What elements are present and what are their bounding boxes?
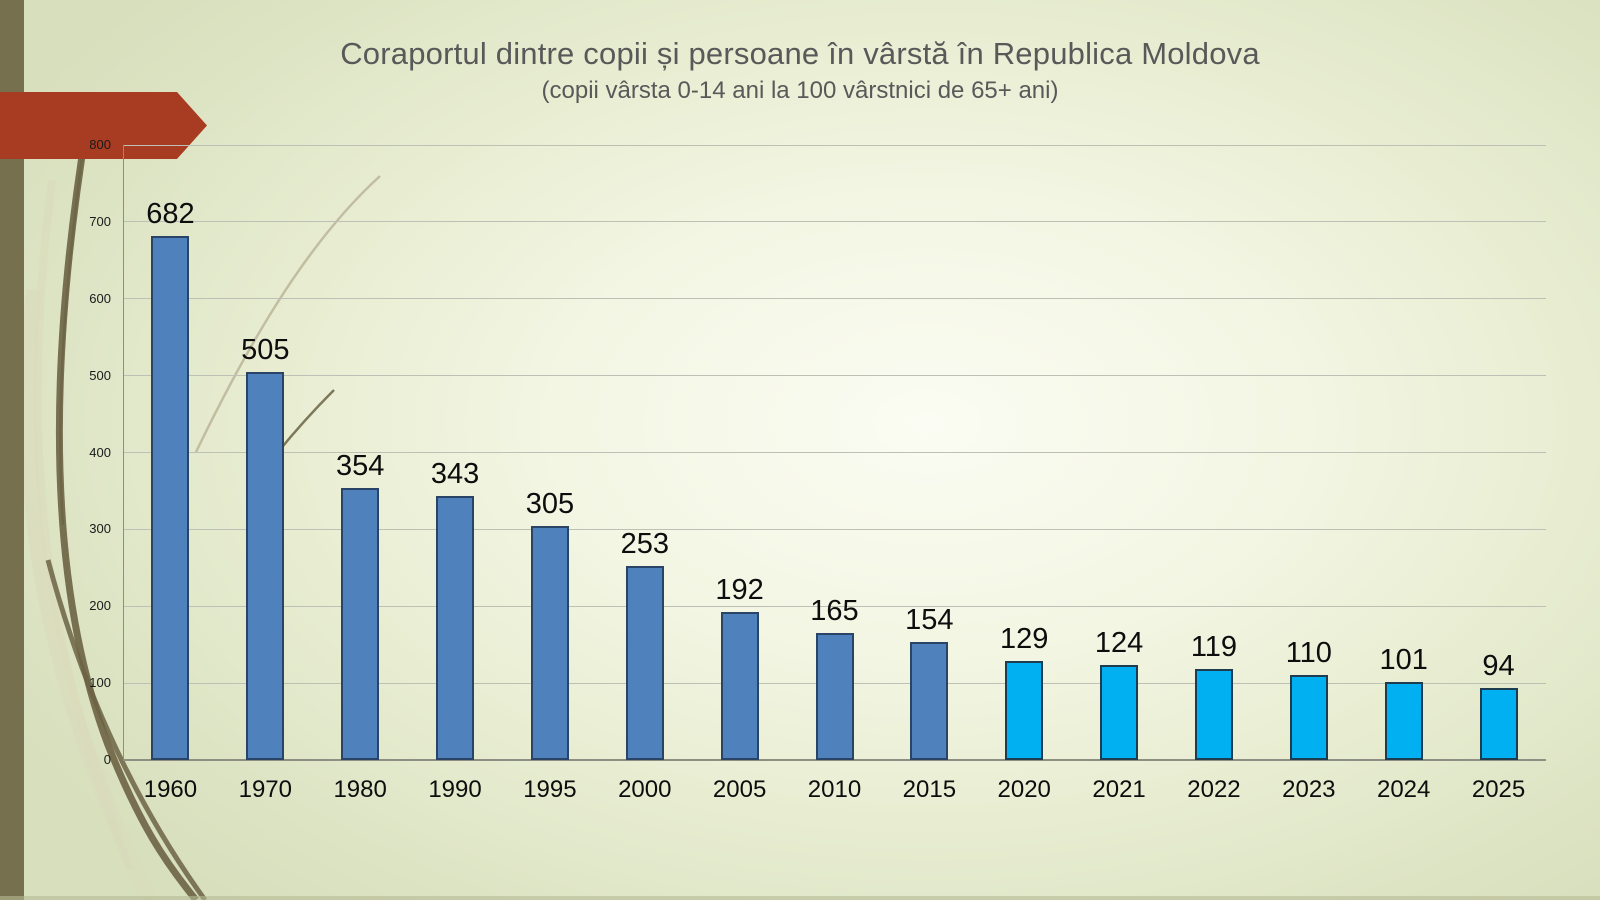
x-axis-label: 2015 (902, 776, 957, 803)
x-axis-label: 1960 (143, 776, 198, 803)
bar-2000 (625, 566, 664, 760)
y-axis-tick-label: 400 (89, 444, 111, 460)
x-axis-label: 2024 (1376, 776, 1431, 803)
gridline-200 (123, 605, 1546, 607)
bar-2010 (815, 633, 854, 760)
bar-value-label: 94 (1482, 650, 1515, 682)
y-axis-tick-label: 700 (89, 213, 111, 229)
x-axis-label: 2005 (712, 776, 767, 803)
gridline-300 (123, 528, 1546, 530)
bar-value-label: 119 (1190, 631, 1238, 663)
faint-crossing-curve (194, 175, 381, 453)
bar-value-label: 305 (525, 488, 575, 520)
dark-swoosh-curve-2 (45, 559, 208, 900)
gridline-500 (123, 375, 1546, 377)
y-axis-tick-label: 100 (89, 675, 111, 691)
x-axis-label: 2010 (807, 776, 862, 803)
x-axis-label: 1995 (523, 776, 577, 803)
bar-value-label: 101 (1379, 644, 1428, 676)
bar-1970 (246, 372, 285, 760)
x-axis-label: 2021 (1092, 776, 1146, 803)
bar-1990 (436, 496, 475, 760)
y-axis-tick-label: 800 (89, 137, 111, 152)
y-axis-tick-label: 0 (103, 752, 111, 767)
bar-value-label: 253 (620, 528, 669, 560)
bar-2022 (1194, 669, 1233, 760)
x-axis-label: 2023 (1282, 776, 1336, 803)
bar-2025 (1479, 688, 1518, 760)
gridline-800 (123, 144, 1546, 146)
bar-value-label: 343 (430, 458, 480, 490)
bar-2005 (720, 612, 759, 760)
x-axis-label: 1980 (333, 776, 387, 803)
x-axis-label: 1990 (428, 776, 482, 803)
dark-swoosh-curve (55, 117, 199, 900)
bar-2023 (1289, 675, 1328, 760)
x-axis-label: 1970 (238, 776, 292, 803)
bar-value-label: 354 (335, 450, 385, 482)
y-axis-line (123, 145, 124, 760)
bar-value-label: 110 (1285, 637, 1332, 669)
bar-2021 (1100, 665, 1139, 760)
bar-value-label: 124 (1094, 627, 1144, 659)
bar-chart-plot-area: 0 100 200 300 400 500 600 700 800 682 1960 505 1970 3… (89, 137, 1546, 803)
thin-swoosh-curve (59, 127, 88, 526)
gridline-700 (123, 221, 1546, 223)
bar-value-label: 129 (1000, 623, 1049, 655)
x-axis-line (123, 759, 1546, 761)
y-axis-tick-label: 200 (89, 598, 111, 614)
bar-1960 (151, 236, 190, 760)
bar-value-label: 682 (146, 198, 195, 230)
red-arrow-decoration (0, 92, 207, 159)
slide-subtitle: (copii vârsta 0-14 ani la 100 vârstnici … (541, 76, 1059, 104)
light-swoosh-curve (19, 289, 158, 900)
bar-2024 (1384, 682, 1423, 760)
bar-1995 (530, 526, 569, 760)
light-swoosh-curve-2 (33, 179, 134, 872)
y-axis-tick-label: 300 (89, 521, 111, 537)
x-axis-label: 2000 (618, 776, 672, 803)
x-axis-label: 2020 (997, 776, 1051, 803)
slide-title: Coraportul dintre copii și persoane în v… (340, 36, 1260, 71)
y-axis-tick-label: 500 (89, 367, 111, 383)
bar-2015 (910, 642, 949, 760)
gridline-400 (123, 452, 1546, 453)
bar-value-label: 154 (905, 604, 954, 636)
x-axis-label: 2025 (1471, 776, 1526, 803)
bar-value-label: 505 (241, 334, 290, 366)
bar-value-label: 192 (715, 574, 764, 606)
bar-1980 (341, 488, 380, 760)
gridline-600 (123, 298, 1546, 300)
bar-2020 (1005, 661, 1044, 760)
x-axis-label: 2022 (1187, 776, 1241, 803)
y-axis-tick-label: 600 (89, 290, 111, 306)
bar-value-label: 165 (810, 595, 859, 627)
title-block: Coraportul dintre copii și persoane în v… (0, 36, 1600, 105)
